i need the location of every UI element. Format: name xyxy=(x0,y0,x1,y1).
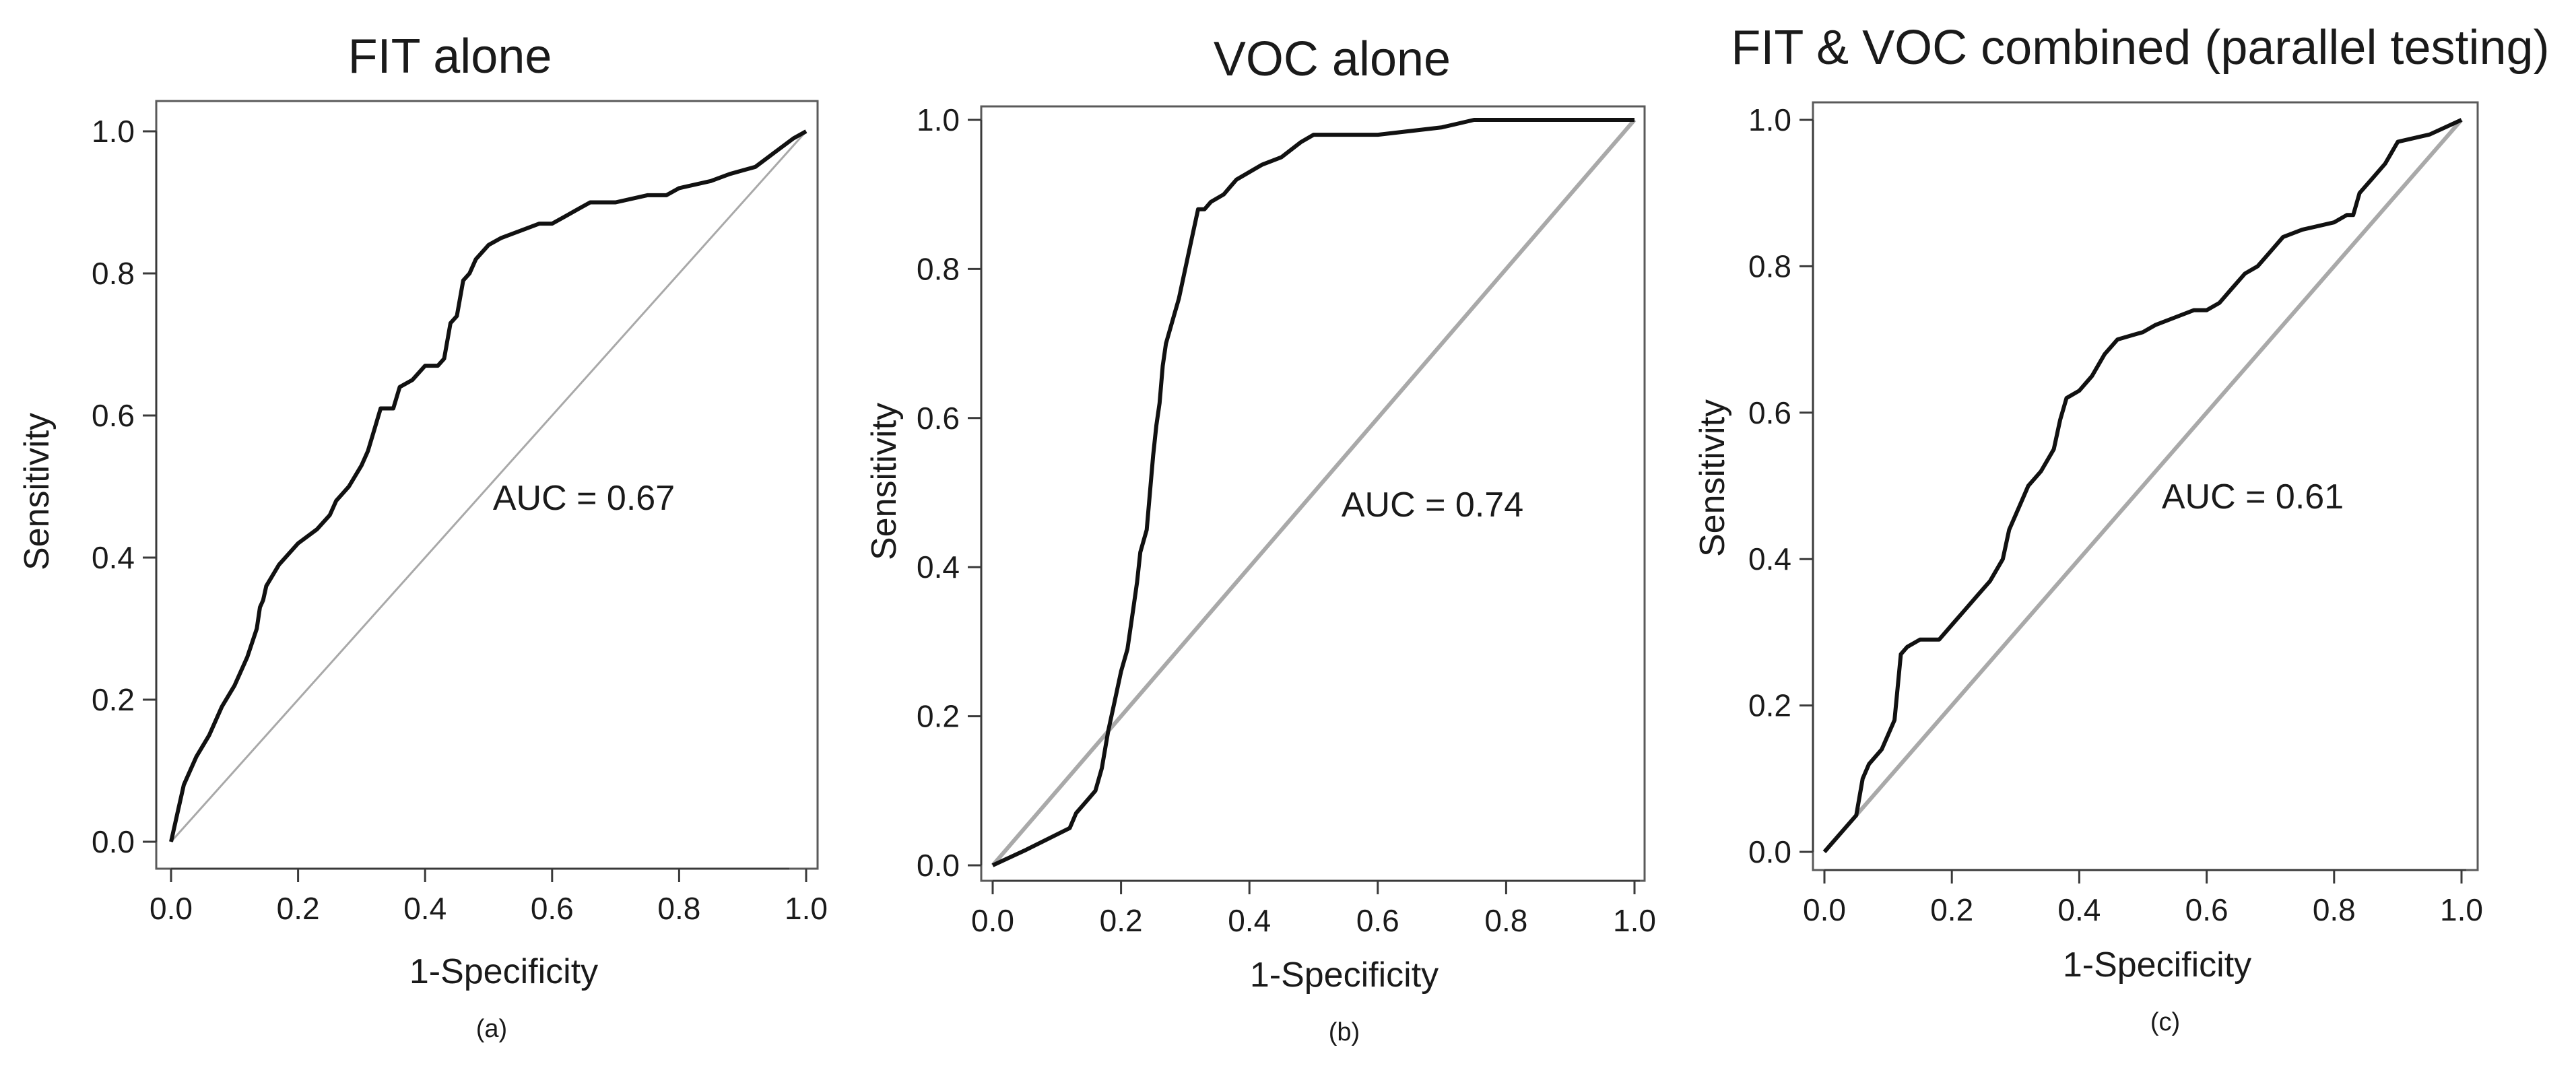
y-tick-label: 0.6 xyxy=(917,401,960,436)
y-tick-label: 0.8 xyxy=(92,256,135,291)
tick-marks xyxy=(1799,119,2463,884)
x-tick-label: 0.0 xyxy=(971,903,1014,938)
reference-diagonal xyxy=(170,131,807,842)
x-tick-label: 0.2 xyxy=(277,891,320,926)
y-axis-label: Sensitivity xyxy=(1693,399,1732,557)
x-tick-label: 0.0 xyxy=(1803,892,1846,927)
x-tick-labels: 0.0 0.2 0.4 0.6 0.8 1.0 xyxy=(150,891,828,926)
y-tick-label: 0.2 xyxy=(917,699,960,734)
y-axis-label: Sensitivity xyxy=(18,413,57,570)
panel-voc-alone: VOC alone 0.0 0.2 0.4 0.6 0.8 1.0 0.00.20.40.… xyxy=(865,32,1656,1046)
y-tick-label: 1.0 xyxy=(1748,102,1791,137)
x-tick-label: 0.0 xyxy=(150,891,193,926)
panel-fit-alone: FIT alone 0.0 0.2 0.4 0.6 0.8 1.0 0.00.20.40.… xyxy=(18,30,828,1043)
x-tick-label: 0.8 xyxy=(657,891,700,926)
y-tick-label: 0.8 xyxy=(917,251,960,286)
y-tick-label: 1.0 xyxy=(92,114,135,149)
tick-marks xyxy=(143,130,807,882)
y-axis-label: Sensitivity xyxy=(865,403,904,560)
plot-frame xyxy=(155,100,819,870)
y-tick-label: 0.0 xyxy=(917,848,960,883)
panel-caption: (a) xyxy=(476,1015,507,1043)
y-tick-label: 0.6 xyxy=(1748,395,1791,430)
x-tick-label: 0.6 xyxy=(2185,892,2228,927)
reference-diagonal xyxy=(991,119,1637,867)
roc-curve xyxy=(169,129,807,842)
y-tick-label: 0.4 xyxy=(1748,541,1791,576)
y-tick-label: 0.8 xyxy=(1748,248,1791,284)
x-tick-label: 0.2 xyxy=(1100,903,1143,938)
reference-diagonal xyxy=(1822,119,2464,853)
panel-caption: (c) xyxy=(2150,1008,2180,1036)
y-tick-labels: 0.0 0.2 0.4 0.6 0.8 1.0 xyxy=(92,114,135,859)
auc-annotation: AUC = 0.74 xyxy=(1342,486,1523,525)
x-tick-labels: 0.0 0.2 0.4 0.6 0.8 1.0 xyxy=(971,903,1656,938)
y-tick-labels: 0.0 0.2 0.4 0.6 0.8 1.0 xyxy=(1748,102,1791,869)
auc-annotation: AUC = 0.67 xyxy=(493,479,675,518)
x-axis-label: 1-Specificity xyxy=(1250,956,1439,995)
y-tick-label: 0.0 xyxy=(92,824,135,859)
x-tick-label: 1.0 xyxy=(785,891,828,926)
chart-title: VOC alone xyxy=(1214,32,1451,86)
chart-title: FIT & VOC combined (parallel testing) xyxy=(1731,21,2549,75)
x-tick-labels: 0.0 0.2 0.4 0.6 0.8 1.0 xyxy=(1803,892,2483,927)
y-tick-label: 0.2 xyxy=(92,682,135,717)
x-axis-label: 1-Specificity xyxy=(2063,945,2251,985)
x-tick-label: 0.2 xyxy=(1930,892,1973,927)
x-tick-label: 0.6 xyxy=(531,891,574,926)
x-tick-label: 0.8 xyxy=(2313,892,2356,927)
y-tick-label: 0.4 xyxy=(917,549,960,585)
x-tick-label: 1.0 xyxy=(2440,892,2483,927)
panel-fit-voc-combined: FIT & VOC combined (parallel testing) 0.… xyxy=(1693,21,2550,1036)
x-tick-label: 0.4 xyxy=(403,891,447,926)
x-tick-label: 0.8 xyxy=(1484,903,1527,938)
panel-caption: (b) xyxy=(1329,1018,1360,1046)
y-tick-label: 0.4 xyxy=(92,540,135,575)
tick-marks xyxy=(968,119,1636,894)
y-tick-label: 0.0 xyxy=(1748,834,1791,869)
y-tick-labels: 0.0 0.2 0.4 0.6 0.8 1.0 xyxy=(917,102,960,883)
y-tick-label: 0.6 xyxy=(92,398,135,433)
y-tick-label: 1.0 xyxy=(917,102,960,137)
y-tick-label: 0.2 xyxy=(1748,688,1791,723)
x-tick-label: 0.4 xyxy=(1228,903,1271,938)
roc-curve xyxy=(1822,118,2463,853)
x-tick-label: 0.6 xyxy=(1356,903,1399,938)
roc-curve xyxy=(991,118,1634,867)
chart-title: FIT alone xyxy=(348,30,552,84)
auc-annotation: AUC = 0.61 xyxy=(2162,477,2344,517)
x-axis-label: 1-Specificity xyxy=(409,952,598,991)
x-tick-label: 1.0 xyxy=(1613,903,1656,938)
x-tick-label: 0.4 xyxy=(2057,892,2101,927)
